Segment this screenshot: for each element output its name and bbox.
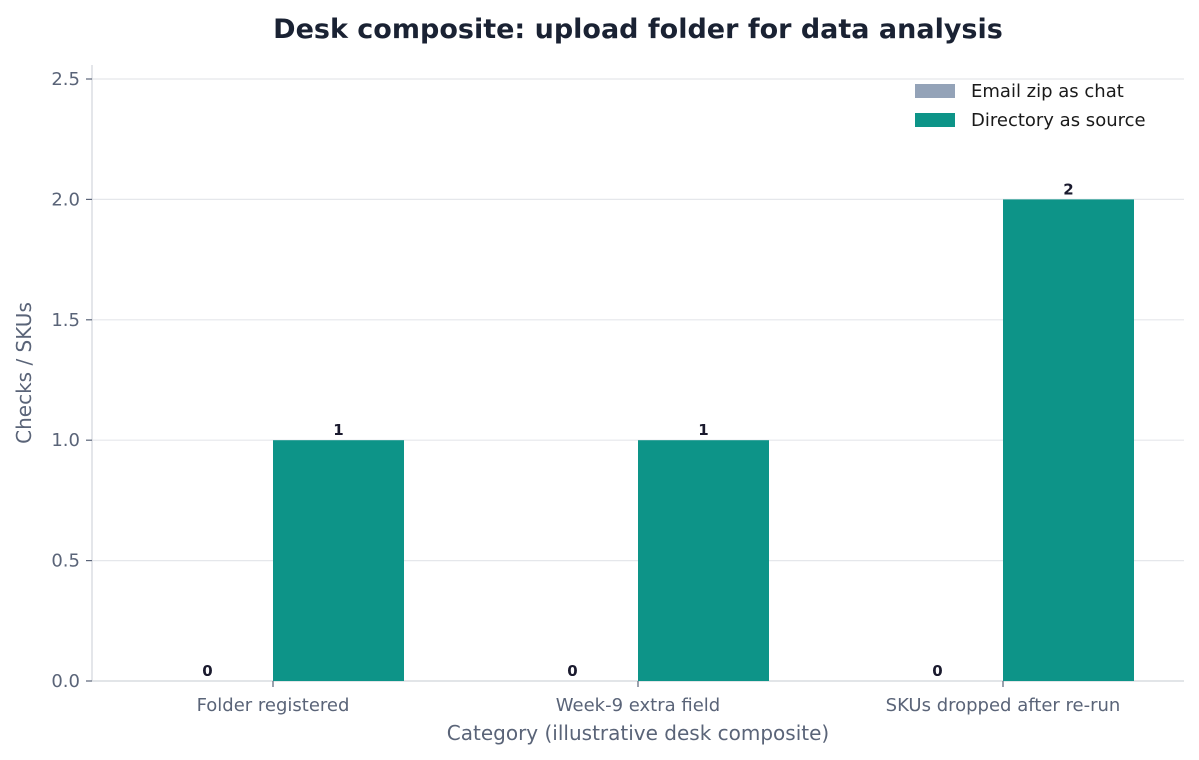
- y-tick-label: 1.0: [51, 430, 80, 451]
- bar: [273, 440, 404, 681]
- bars: 0 1 0 1 0 2: [202, 180, 1134, 681]
- bar-value-label: 0: [567, 662, 577, 680]
- x-tick-label: Folder registered: [197, 695, 350, 716]
- bar-value-label: 1: [698, 421, 708, 439]
- bar-value-label: 1: [333, 421, 343, 439]
- y-tick-label: 0.0: [51, 671, 80, 692]
- bar-value-label: 0: [932, 662, 942, 680]
- x-axis-title: Category (illustrative desk composite): [447, 721, 829, 745]
- y-axis-ticks: 0.0 0.5 1.0 1.5 2.0 2.5: [51, 69, 92, 692]
- y-axis-title: Checks / SKUs: [12, 302, 36, 444]
- y-tick-label: 2.5: [51, 69, 80, 90]
- x-tick-label: Week-9 extra field: [556, 695, 720, 716]
- x-tick-label: SKUs dropped after re-run: [886, 695, 1121, 716]
- bar-value-label: 2: [1063, 180, 1073, 198]
- bar-value-label: 0: [202, 662, 212, 680]
- y-tick-label: 0.5: [51, 551, 80, 572]
- legend-label: Directory as source: [971, 110, 1146, 131]
- legend-label: Email zip as chat: [971, 81, 1124, 102]
- bar: [638, 440, 769, 681]
- legend-swatch: [915, 84, 955, 98]
- y-tick-label: 2.0: [51, 189, 80, 210]
- bar: [1003, 199, 1134, 681]
- y-tick-label: 1.5: [51, 310, 80, 331]
- legend: Email zip as chat Directory as source: [915, 81, 1146, 131]
- chart-title: Desk composite: upload folder for data a…: [273, 14, 1003, 45]
- legend-swatch: [915, 113, 955, 127]
- x-axis-ticks: Folder registered Week-9 extra field SKUs …: [197, 681, 1121, 716]
